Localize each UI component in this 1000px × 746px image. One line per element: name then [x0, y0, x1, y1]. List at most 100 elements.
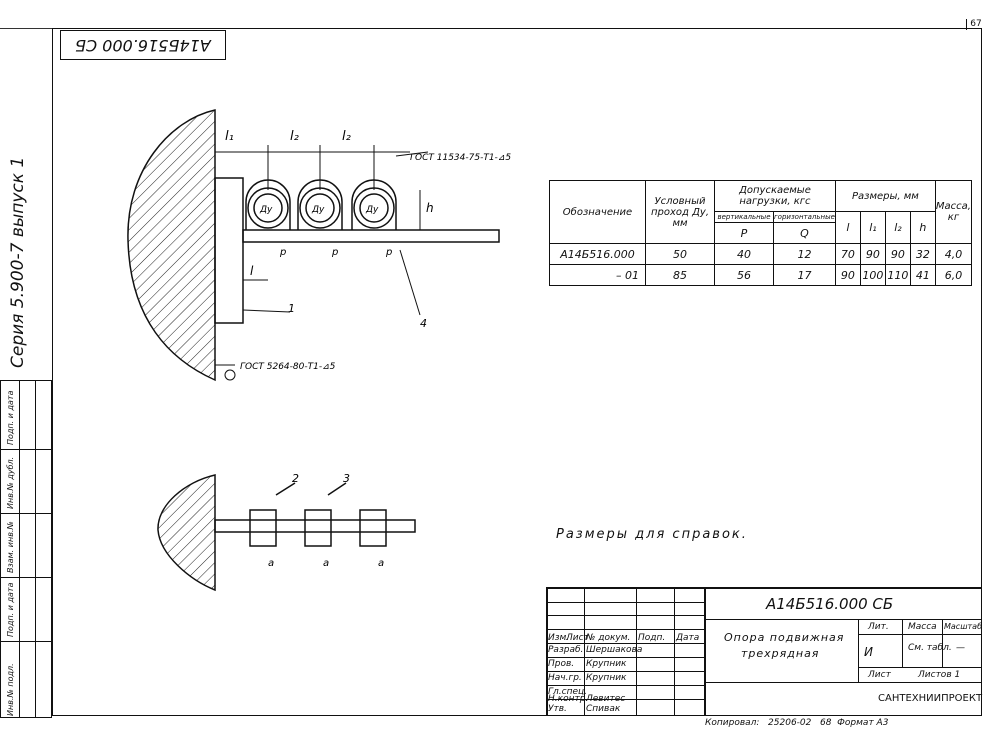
- designation-stamp: А14Б516.000 СБ: [60, 30, 226, 60]
- name-norm-control: Левитес: [586, 694, 626, 704]
- support-drawing: Ду Ду Ду l₁ l₂ l₂ h l p p p 1 4 ГОСТ 115…: [127, 109, 511, 592]
- lit-label: Лит.: [868, 622, 889, 632]
- top-rule: [0, 28, 52, 29]
- sheet-label: Лист: [868, 670, 891, 680]
- pipe-label: Ду: [365, 205, 379, 215]
- callout-4: 4: [420, 317, 427, 330]
- pipe-label: Ду: [311, 205, 325, 215]
- cell-du: 85: [645, 264, 715, 286]
- col-horizontal: горизонтальные: [773, 211, 836, 223]
- cell-designation: А14Б516.000: [549, 243, 646, 265]
- scale-value: —: [956, 643, 965, 653]
- dim-l1: l₁: [225, 129, 234, 144]
- col-l1: l₁: [859, 211, 886, 244]
- dim-l2: l₂: [342, 129, 351, 144]
- col-l2: l₂: [884, 211, 911, 244]
- dim-p: p: [331, 247, 338, 258]
- sidebar-label: Инв.№ подл.: [6, 663, 15, 716]
- hdr-list: Лист: [566, 633, 589, 643]
- cell-l2: 90: [884, 243, 911, 265]
- sidebar-label: Взам. инв.№: [6, 521, 15, 573]
- hdr-doc: № докум.: [586, 633, 631, 643]
- spec-table: Обозначение Условный проход Ду, мм Допус…: [549, 180, 972, 286]
- weld-note-bottom: ГОСТ 5264-80-Т1-⊿5: [240, 362, 336, 372]
- clamp: [359, 509, 387, 547]
- signature-sidebar: Инв.№ подл. Подп. и дата Взам. инв.№ Инв…: [0, 380, 52, 718]
- cell-designation: – 01: [549, 264, 646, 286]
- title-block: Изм. Лист № докум. Подп. Дата Разраб. Ше…: [546, 587, 982, 716]
- dim-p: p: [385, 247, 392, 258]
- sidebar-label: Подп. и дата: [6, 582, 15, 638]
- designation-stamp-text: А14Б516.000 СБ: [75, 35, 211, 55]
- doc-name-line1: Опора подвижная: [724, 631, 845, 644]
- beam: [242, 229, 500, 243]
- doc-code: А14Б516.000 СБ: [766, 595, 894, 613]
- sidebar-row-line: [1, 577, 51, 578]
- base-plate: [214, 177, 244, 324]
- drawing-frame: [52, 28, 982, 716]
- col-nominal-pass: Условный проход Ду, мм: [645, 180, 715, 244]
- col-l: l: [834, 211, 861, 244]
- clamp: [304, 509, 332, 547]
- role-checked: Пров.: [548, 659, 575, 669]
- footer: Копировал: 25206-02 68 Формат А3: [705, 718, 888, 728]
- hdr-date: Дата: [676, 633, 700, 643]
- callout-3: 3: [343, 472, 350, 485]
- cell-q: 12: [773, 243, 836, 265]
- name-developed: Шершакова: [586, 645, 643, 655]
- col-h: h: [909, 211, 936, 244]
- dim-a: a: [268, 558, 274, 569]
- doc-name-line2: трехрядная: [741, 647, 820, 660]
- cell-q: 17: [773, 264, 836, 286]
- role-approved: Утв.: [548, 704, 567, 714]
- cell-h: 41: [909, 264, 936, 286]
- col-vertical: вертикальные: [714, 211, 774, 223]
- dim-p: p: [279, 247, 286, 258]
- sidebar-divider: [35, 381, 36, 717]
- table-row: – 01 85 56 17 90 100 110 41 6,0: [549, 264, 972, 286]
- sidebar-label: Инв.№ дубл.: [6, 456, 15, 509]
- cell-l: 90: [834, 264, 861, 286]
- sheets-label: Листов 1: [918, 670, 961, 680]
- scale-label: Масштаб: [944, 622, 983, 631]
- hdr-sign: Подп.: [638, 633, 666, 643]
- footer-sheet: 68: [819, 718, 832, 728]
- page-number: 67: [966, 19, 985, 30]
- name-group-head: Крупник: [586, 673, 627, 683]
- col-p: P: [714, 222, 774, 244]
- footer-number: 25206-02: [768, 718, 812, 728]
- pipe-label: Ду: [259, 205, 273, 215]
- weld-note-top: ГОСТ 11534-75-Т1-⊿5: [410, 153, 511, 163]
- footer-format: Формат А3: [837, 718, 889, 728]
- cell-l: 70: [834, 243, 861, 265]
- wall-section: [127, 109, 216, 382]
- clamp: [249, 509, 277, 547]
- callout-2: 2: [292, 472, 299, 485]
- role-developed: Разраб.: [548, 645, 584, 655]
- sidebar-row-line: [1, 449, 51, 450]
- col-designation: Обозначение: [549, 180, 646, 244]
- wall-section-plan: [157, 474, 216, 592]
- col-q: Q: [773, 222, 836, 244]
- table-row: А14Б516.000 50 40 12 70 90 90 32 4,0: [549, 243, 972, 265]
- mass-value: См. табл.: [908, 643, 952, 653]
- dim-l: l: [250, 264, 254, 278]
- footer-copied: Копировал:: [705, 718, 760, 728]
- dim-a: a: [378, 558, 384, 569]
- cell-l1: 90: [859, 243, 886, 265]
- lit-value: И: [864, 645, 873, 659]
- cell-h: 32: [909, 243, 936, 265]
- cell-l1: 100: [859, 264, 886, 286]
- callout-1: 1: [288, 302, 295, 315]
- cell-mass: 4,0: [934, 243, 972, 265]
- role-norm-control: Н.контр.: [548, 694, 589, 704]
- organization: САНТЕХНИИПРОЕКТ: [878, 693, 983, 704]
- sidebar-divider: [19, 381, 20, 717]
- dim-h: h: [426, 201, 434, 215]
- series-label: Серия 5.900-7 выпуск 1: [8, 156, 28, 368]
- cell-p: 40: [714, 243, 774, 265]
- sidebar-row-line: [1, 641, 51, 642]
- beam-plan: [214, 519, 416, 533]
- col-mass: Масса, кг: [934, 180, 972, 244]
- sidebar-row-line: [1, 513, 51, 514]
